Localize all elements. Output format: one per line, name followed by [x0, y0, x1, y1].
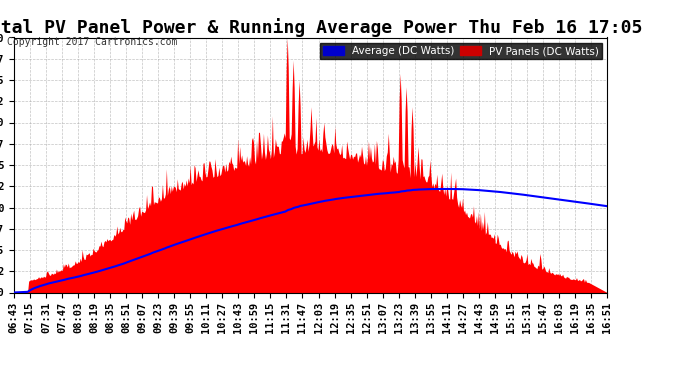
Text: Copyright 2017 Cartronics.com: Copyright 2017 Cartronics.com — [7, 37, 177, 47]
Legend: Average (DC Watts), PV Panels (DC Watts): Average (DC Watts), PV Panels (DC Watts) — [320, 43, 602, 59]
Title: Total PV Panel Power & Running Average Power Thu Feb 16 17:05: Total PV Panel Power & Running Average P… — [0, 18, 642, 38]
